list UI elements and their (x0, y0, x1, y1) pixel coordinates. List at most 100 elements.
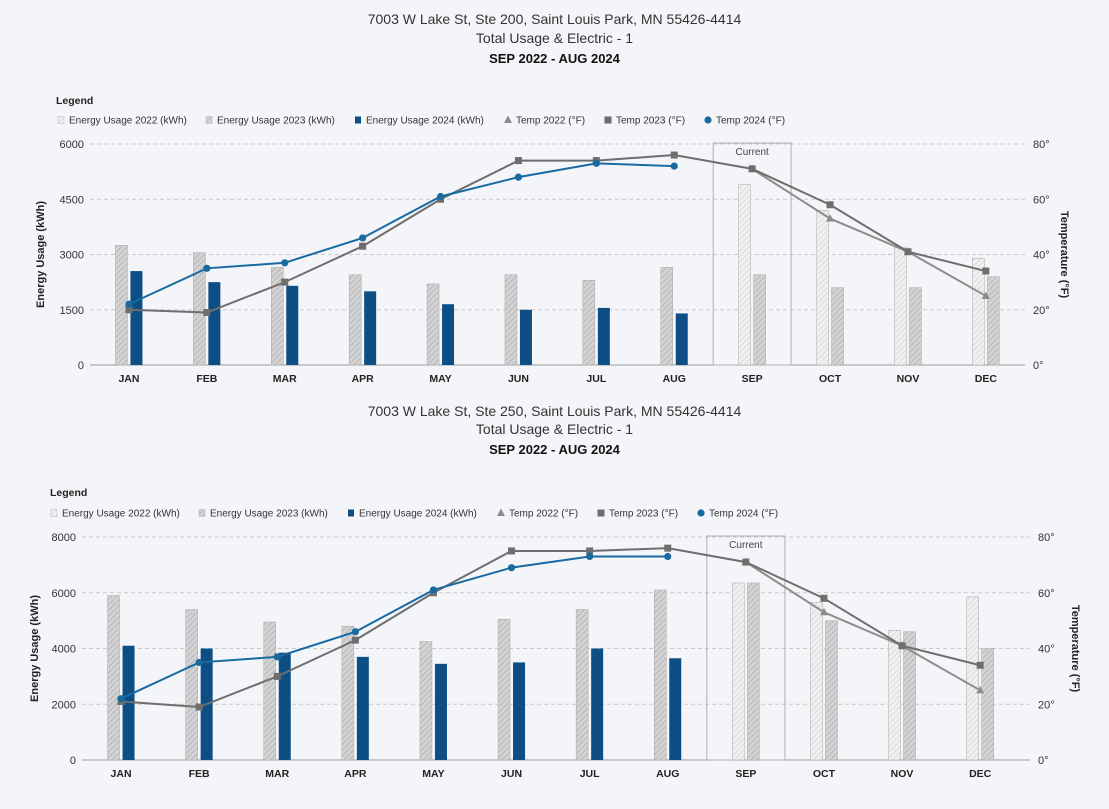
x-tick-label: OCT (813, 768, 836, 780)
bar (888, 630, 901, 761)
bar (513, 662, 526, 760)
y-tick-label: 3000 (60, 250, 84, 262)
chart-subtitle: Total Usage & Electric - 1 (475, 30, 634, 46)
chart-panel-ste-250: 7003 W Lake St, Ste 250, Saint Louis Par… (0, 396, 1109, 809)
bar (831, 287, 844, 366)
legend-marker (597, 509, 605, 517)
x-tick-label: FEB (196, 373, 217, 385)
bar (732, 582, 745, 761)
chart-legend: Legend Energy Usage 2022 (kWh) Energy Usag… (56, 95, 785, 127)
data-point (898, 642, 906, 650)
data-point (586, 547, 594, 555)
data-point (664, 552, 672, 561)
chart-subtitle: Total Usage & Electric - 1 (475, 421, 634, 437)
data-point (514, 173, 523, 181)
x-tick-label: AUG (663, 373, 686, 385)
legend-swatch (205, 116, 213, 124)
x-tick-label: MAY (429, 373, 451, 385)
bar (341, 625, 355, 761)
legend-title: Legend (56, 95, 93, 107)
data-point (904, 248, 912, 256)
bar (669, 658, 682, 760)
x-tick-label: JAN (118, 373, 139, 385)
bar (675, 313, 688, 365)
chart-date-range: SEP 2022 - AUG 2024 (489, 442, 620, 457)
y-right-tick-label: 80° (1038, 532, 1055, 544)
data-point (117, 695, 125, 703)
bar (348, 274, 362, 366)
data-point (742, 558, 750, 566)
legend-swatch (57, 116, 65, 124)
y-right-tick-label: 20° (1033, 305, 1050, 317)
chart-panel-ste-200: 7003 W Lake St, Ste 200, Saint Louis Par… (0, 0, 1109, 395)
legend-title: Legend (50, 487, 87, 499)
energy-usage-chart: Legend Energy Usage 2022 (kWh) Energy Usag… (35, 95, 1070, 385)
x-tick-label: NOV (891, 768, 914, 780)
data-point (670, 151, 678, 159)
legend-label: Energy Usage 2024 (kWh) (359, 509, 477, 520)
x-tick-label: JUN (508, 373, 529, 385)
bar (654, 589, 667, 761)
y-axis-title: Energy Usage (kWh) (29, 595, 41, 702)
y-right-tick-label: 60° (1038, 588, 1055, 600)
x-tick-label: APR (352, 373, 375, 385)
x-tick-label: JUL (580, 768, 600, 780)
bar (825, 620, 838, 761)
legend-swatch (198, 509, 206, 517)
x-tick-label: JAN (111, 768, 132, 780)
current-period-box (706, 535, 786, 761)
bar (810, 602, 823, 761)
data-point (507, 564, 516, 572)
data-point (748, 165, 756, 173)
y-right-tick-label: 40° (1038, 644, 1055, 656)
legend-marker (704, 116, 712, 124)
data-point (436, 192, 445, 201)
y-right-tick-label: 40° (1033, 250, 1050, 262)
data-point (976, 661, 984, 669)
x-tick-label: MAR (273, 373, 297, 385)
x-tick-label: MAR (265, 768, 289, 780)
x-tick-label: AUG (656, 768, 679, 780)
data-point (976, 685, 985, 694)
legend-swatch (50, 509, 58, 517)
x-tick-label: DEC (975, 373, 998, 385)
x-tick-label: SEP (735, 768, 756, 780)
data-point (819, 607, 828, 616)
data-point (586, 552, 594, 561)
data-point (359, 234, 367, 242)
bar (356, 656, 369, 760)
series-line (128, 154, 987, 314)
bar (193, 252, 206, 366)
bar (591, 648, 604, 760)
chart-address: 7003 W Lake St, Ste 200, Saint Louis Par… (367, 11, 742, 27)
bar (185, 609, 198, 761)
y-tick-label: 4000 (52, 644, 76, 656)
bar (286, 285, 299, 365)
x-tick-label: JUL (586, 373, 606, 385)
chart-legend: Legend Energy Usage 2022 (kWh) Energy Usag… (50, 487, 778, 520)
data-point (203, 264, 211, 272)
legend-marker (604, 116, 612, 124)
legend-swatch (348, 509, 354, 517)
bar (208, 282, 221, 365)
y-tick-label: 1500 (60, 305, 84, 317)
data-point (125, 306, 133, 314)
grid (90, 143, 1025, 366)
data-point (203, 309, 211, 317)
data-point (429, 586, 438, 594)
data-point (670, 162, 678, 170)
legend-swatch (355, 116, 361, 124)
grid (82, 536, 1030, 761)
bar (903, 631, 916, 761)
data-point (514, 157, 522, 165)
bar (894, 246, 907, 366)
legend-marker (497, 508, 505, 516)
series-line (120, 547, 981, 709)
legend-label: Temp 2024 (°F) (716, 116, 785, 127)
data-point (592, 159, 600, 167)
data-point (281, 259, 289, 267)
bar (966, 596, 979, 761)
series-line (128, 162, 675, 306)
legend-label: Energy Usage 2024 (kWh) (366, 116, 484, 127)
temp-lines (125, 151, 990, 317)
